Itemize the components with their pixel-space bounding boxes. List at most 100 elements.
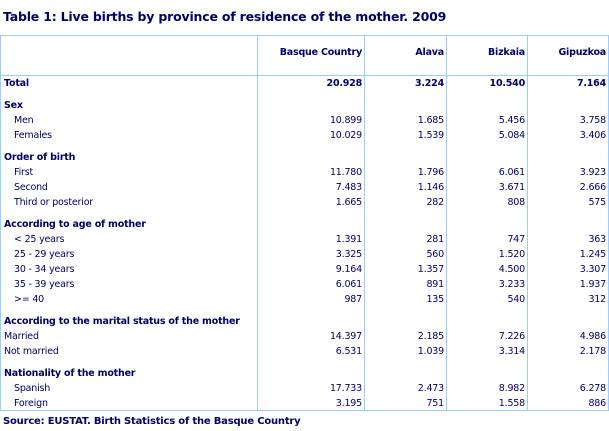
cell-alava: 1.357 xyxy=(364,261,446,276)
row-label: Not married xyxy=(4,346,59,357)
cell-basque-country xyxy=(257,358,364,380)
column-header xyxy=(1,36,257,75)
row-label: Total xyxy=(4,78,29,89)
cell-gipuzkoa: 1.937 xyxy=(527,276,608,291)
cell-gipuzkoa: 3.758 xyxy=(527,112,608,127)
table-row: >= 40 987 135 540 312 xyxy=(1,291,608,306)
source-note: Source: EUSTAT. Birth Statistics of the … xyxy=(3,416,301,427)
row-label: According to age of mother xyxy=(4,219,146,230)
cell-alava: 281 xyxy=(364,231,446,246)
cell-bizkaia: 8.982 xyxy=(446,380,527,395)
cell-gipuzkoa xyxy=(527,209,608,231)
table-header-row: Basque Country Alava Bizkaia Gipuzkoa xyxy=(1,36,608,76)
section-header-row: According to age of mother xyxy=(1,209,608,231)
table-row: 25 - 29 years 3.325 560 1.520 1.245 xyxy=(1,246,608,261)
row-label: 30 - 34 years xyxy=(14,264,75,275)
cell-gipuzkoa: 3.307 xyxy=(527,261,608,276)
row-label: Order of birth xyxy=(4,152,76,163)
cell-alava: 135 xyxy=(364,291,446,306)
column-header: Bizkaia xyxy=(446,36,527,75)
cell-basque-country xyxy=(257,142,364,164)
section-header-row: According to the marital status of the m… xyxy=(1,306,608,328)
cell-basque-country: 17.733 xyxy=(257,380,364,395)
cell-bizkaia: 747 xyxy=(446,231,527,246)
cell-gipuzkoa: 363 xyxy=(527,231,608,246)
cell-bizkaia: 5.084 xyxy=(446,127,527,142)
cell-alava: 1.039 xyxy=(364,343,446,358)
table-row: < 25 years 1.391 281 747 363 xyxy=(1,231,608,246)
cell-gipuzkoa: 886 xyxy=(527,395,608,410)
cell-basque-country: 6.531 xyxy=(257,343,364,358)
cell-bizkaia xyxy=(446,306,527,328)
table-row: First 11.780 1.796 6.061 3.923 xyxy=(1,164,608,179)
cell-gipuzkoa: 3.406 xyxy=(527,127,608,142)
cell-basque-country: 9.164 xyxy=(257,261,364,276)
cell-alava: 1.685 xyxy=(364,112,446,127)
cell-alava xyxy=(364,358,446,380)
row-label: Married xyxy=(4,331,39,342)
table-row: Married 14.397 2.185 7.226 4.986 xyxy=(1,328,608,343)
cell-alava xyxy=(364,306,446,328)
cell-basque-country xyxy=(257,306,364,328)
table-row: Females 10.029 1.539 5.084 3.406 xyxy=(1,127,608,142)
table-row: 35 - 39 years 6.061 891 3.233 1.937 xyxy=(1,276,608,291)
cell-bizkaia: 5.456 xyxy=(446,112,527,127)
row-label: Nationality of the mother xyxy=(4,368,136,379)
cell-bizkaia: 1.558 xyxy=(446,395,527,410)
cell-basque-country: 20.928 xyxy=(257,76,364,90)
cell-bizkaia: 540 xyxy=(446,291,527,306)
cell-alava: 891 xyxy=(364,276,446,291)
table-row: Total 20.928 3.224 10.540 7.164 xyxy=(1,76,608,90)
table-row: Not married 6.531 1.039 3.314 2.178 xyxy=(1,343,608,358)
cell-basque-country: 10.899 xyxy=(257,112,364,127)
table-title: Table 1: Live births by province of resi… xyxy=(3,9,447,24)
table-row: Second 7.483 1.146 3.671 2.666 xyxy=(1,179,608,194)
row-label: Third or posterior xyxy=(14,197,94,208)
cell-alava: 560 xyxy=(364,246,446,261)
cell-bizkaia xyxy=(446,358,527,380)
cell-gipuzkoa: 312 xyxy=(527,291,608,306)
section-header-row: Sex xyxy=(1,90,608,112)
row-label: Females xyxy=(14,130,52,141)
cell-alava: 751 xyxy=(364,395,446,410)
cell-basque-country: 3.195 xyxy=(257,395,364,410)
cell-gipuzkoa: 575 xyxy=(527,194,608,209)
table-body: Total 20.928 3.224 10.540 7.164 Sex Men 10.899 1… xyxy=(1,76,608,410)
cell-bizkaia: 3.233 xyxy=(446,276,527,291)
cell-gipuzkoa: 2.178 xyxy=(527,343,608,358)
cell-gipuzkoa xyxy=(527,306,608,328)
cell-alava: 1.796 xyxy=(364,164,446,179)
table-row: Third or posterior 1.665 282 808 575 xyxy=(1,194,608,209)
cell-alava xyxy=(364,209,446,231)
cell-bizkaia xyxy=(446,209,527,231)
table-row: Spanish 17.733 2.473 8.982 6.278 xyxy=(1,380,608,395)
row-label: Sex xyxy=(4,100,23,111)
cell-alava: 2.185 xyxy=(364,328,446,343)
cell-gipuzkoa: 1.245 xyxy=(527,246,608,261)
row-label: Foreign xyxy=(14,398,48,409)
cell-basque-country: 1.665 xyxy=(257,194,364,209)
cell-gipuzkoa xyxy=(527,90,608,112)
table-row: Foreign 3.195 751 1.558 886 xyxy=(1,395,608,410)
cell-gipuzkoa: 6.278 xyxy=(527,380,608,395)
cell-basque-country: 14.397 xyxy=(257,328,364,343)
cell-bizkaia: 4.500 xyxy=(446,261,527,276)
row-label: >= 40 xyxy=(14,294,45,305)
cell-gipuzkoa: 2.666 xyxy=(527,179,608,194)
cell-basque-country: 3.325 xyxy=(257,246,364,261)
section-header-row: Nationality of the mother xyxy=(1,358,608,380)
cell-gipuzkoa xyxy=(527,358,608,380)
row-label: According to the marital status of the m… xyxy=(4,316,240,327)
data-table: Basque Country Alava Bizkaia Gipuzkoa To… xyxy=(0,35,609,411)
cell-basque-country: 987 xyxy=(257,291,364,306)
cell-basque-country: 11.780 xyxy=(257,164,364,179)
table-row: 30 - 34 years 9.164 1.357 4.500 3.307 xyxy=(1,261,608,276)
cell-alava: 1.146 xyxy=(364,179,446,194)
row-label: Spanish xyxy=(14,383,51,394)
cell-alava xyxy=(364,142,446,164)
cell-alava: 3.224 xyxy=(364,76,446,90)
cell-basque-country: 1.391 xyxy=(257,231,364,246)
row-label: < 25 years xyxy=(14,234,65,245)
cell-gipuzkoa: 7.164 xyxy=(527,76,608,90)
cell-alava xyxy=(364,90,446,112)
